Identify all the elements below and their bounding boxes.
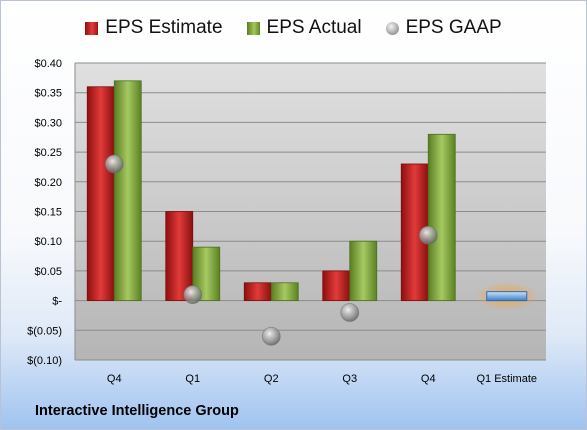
legend-swatch-eps-actual	[246, 21, 260, 35]
q1-estimate-bar	[486, 291, 528, 302]
y-tick-label: $(0.05)	[27, 325, 62, 337]
y-tick-label: $0.30	[34, 117, 62, 129]
legend-swatch-eps-estimate	[85, 21, 99, 35]
bars	[86, 80, 539, 311]
x-tick-label: Q1 Estimate	[476, 373, 537, 385]
legend-item-eps-estimate: EPS Estimate	[85, 17, 223, 39]
legend-swatch-eps-gaap	[385, 21, 399, 35]
eps-estimate-bar	[86, 86, 115, 301]
y-tick-label: $(0.10)	[27, 355, 62, 367]
company-name: Interactive Intelligence Group	[35, 403, 239, 419]
legend-item-eps-gaap: EPS GAAP	[385, 17, 502, 39]
eps-gaap-marker	[340, 303, 360, 322]
legend-label-eps-gaap: EPS GAAP	[405, 17, 502, 38]
legend-item-eps-actual: EPS Actual	[246, 17, 362, 39]
eps-gaap-marker	[418, 225, 438, 245]
y-tick-label: $0.15	[34, 207, 62, 219]
x-tick-label: Q1	[185, 373, 200, 385]
legend-label-eps-actual: EPS Actual	[266, 17, 362, 38]
x-tick-label: Q3	[342, 373, 357, 385]
y-tick-label: $-	[52, 296, 62, 308]
x-tick-label: Q4	[107, 373, 122, 385]
y-tick-label: $0.35	[34, 88, 62, 100]
y-tick-label: $0.05	[34, 266, 62, 278]
gaap-markers	[104, 154, 438, 346]
axes: $0.40 $0.35 $0.30 $0.25 $0.20 $0.15 $0.10 $0.05…	[27, 58, 537, 385]
y-tick-label: $0.25	[34, 147, 62, 159]
eps-gaap-marker	[183, 285, 203, 305]
eps-estimate-bar	[243, 282, 272, 301]
y-tick-label: $0.20	[34, 177, 62, 189]
legend-label-eps-estimate: EPS Estimate	[105, 17, 223, 38]
y-tick-label: $0.10	[34, 236, 62, 248]
eps-actual-bar	[349, 240, 378, 301]
x-tick-label: Q4	[421, 373, 436, 385]
eps-actual-bar	[427, 133, 456, 302]
gridlines	[75, 62, 546, 361]
eps-estimate-bar	[322, 270, 351, 301]
eps-actual-bar	[113, 80, 142, 301]
chart-legend: EPS Estimate EPS Actual EPS GAAP	[1, 17, 586, 39]
eps-actual-bar	[270, 282, 299, 301]
eps-gaap-marker	[261, 326, 281, 346]
eps-estimate-bar	[165, 211, 194, 301]
eps-gaap-marker	[104, 154, 124, 174]
y-tick-label: $0.40	[34, 58, 62, 70]
x-tick-label: Q2	[264, 373, 279, 385]
